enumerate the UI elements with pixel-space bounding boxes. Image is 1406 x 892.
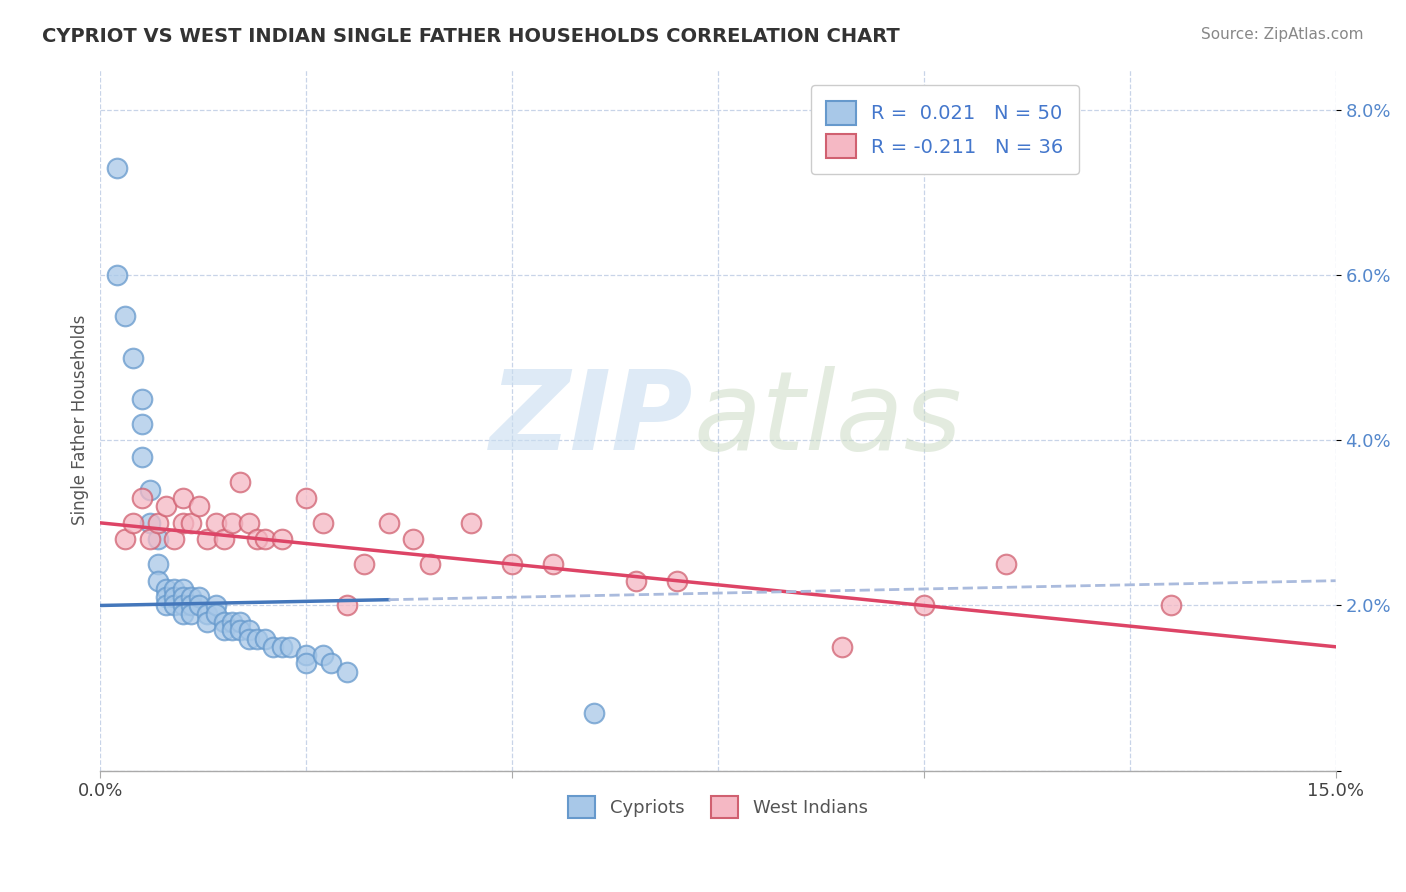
Point xyxy=(221,516,243,530)
Point xyxy=(155,591,177,605)
Point xyxy=(212,624,235,638)
Point xyxy=(238,624,260,638)
Point xyxy=(336,665,359,679)
Point xyxy=(212,533,235,547)
Point xyxy=(114,533,136,547)
Point xyxy=(336,599,359,613)
Legend: Cypriots, West Indians: Cypriots, West Indians xyxy=(561,789,875,825)
Point xyxy=(163,582,186,596)
Point xyxy=(122,516,145,530)
Point xyxy=(353,557,375,571)
Point xyxy=(460,516,482,530)
Point xyxy=(163,591,186,605)
Point xyxy=(295,491,318,505)
Point xyxy=(501,557,523,571)
Text: CYPRIOT VS WEST INDIAN SINGLE FATHER HOUSEHOLDS CORRELATION CHART: CYPRIOT VS WEST INDIAN SINGLE FATHER HOU… xyxy=(42,27,900,45)
Point xyxy=(583,706,606,720)
Point xyxy=(172,607,194,621)
Point xyxy=(221,615,243,629)
Point xyxy=(212,615,235,629)
Point xyxy=(122,351,145,365)
Text: atlas: atlas xyxy=(693,366,962,473)
Point xyxy=(188,500,211,514)
Point xyxy=(254,533,277,547)
Point xyxy=(204,607,226,621)
Point xyxy=(131,417,153,431)
Point xyxy=(543,557,565,571)
Point xyxy=(831,640,853,654)
Point xyxy=(229,624,252,638)
Point xyxy=(172,582,194,596)
Point xyxy=(180,599,202,613)
Point xyxy=(172,591,194,605)
Text: Source: ZipAtlas.com: Source: ZipAtlas.com xyxy=(1201,27,1364,42)
Point xyxy=(188,599,211,613)
Point xyxy=(312,648,335,662)
Point xyxy=(172,599,194,613)
Point xyxy=(139,516,162,530)
Point xyxy=(270,640,292,654)
Point xyxy=(131,491,153,505)
Point xyxy=(204,516,226,530)
Point xyxy=(105,161,128,175)
Y-axis label: Single Father Households: Single Father Households xyxy=(72,314,89,524)
Point xyxy=(114,310,136,324)
Point xyxy=(155,599,177,613)
Point xyxy=(278,640,301,654)
Point xyxy=(172,516,194,530)
Point xyxy=(180,516,202,530)
Point xyxy=(139,533,162,547)
Text: ZIP: ZIP xyxy=(489,366,693,473)
Point xyxy=(912,599,935,613)
Point xyxy=(131,392,153,406)
Point xyxy=(155,500,177,514)
Point xyxy=(146,533,169,547)
Point xyxy=(146,516,169,530)
Point xyxy=(238,632,260,646)
Point xyxy=(254,632,277,646)
Point xyxy=(262,640,284,654)
Point xyxy=(246,533,269,547)
Point xyxy=(180,607,202,621)
Point xyxy=(295,648,318,662)
Point xyxy=(1160,599,1182,613)
Point xyxy=(197,533,219,547)
Point xyxy=(246,632,269,646)
Point xyxy=(146,557,169,571)
Point xyxy=(105,268,128,282)
Point xyxy=(238,516,260,530)
Point xyxy=(221,624,243,638)
Point xyxy=(163,533,186,547)
Point xyxy=(229,475,252,489)
Point xyxy=(319,657,342,671)
Point xyxy=(402,533,425,547)
Point xyxy=(295,657,318,671)
Point xyxy=(139,483,162,497)
Point xyxy=(131,450,153,464)
Point xyxy=(419,557,441,571)
Point xyxy=(180,591,202,605)
Point xyxy=(197,615,219,629)
Point xyxy=(665,574,688,588)
Point xyxy=(188,591,211,605)
Point xyxy=(312,516,335,530)
Point xyxy=(197,607,219,621)
Point xyxy=(204,599,226,613)
Point xyxy=(172,491,194,505)
Point xyxy=(155,582,177,596)
Point xyxy=(377,516,399,530)
Point xyxy=(229,615,252,629)
Point xyxy=(270,533,292,547)
Point xyxy=(163,599,186,613)
Point xyxy=(624,574,647,588)
Point xyxy=(995,557,1018,571)
Point xyxy=(146,574,169,588)
